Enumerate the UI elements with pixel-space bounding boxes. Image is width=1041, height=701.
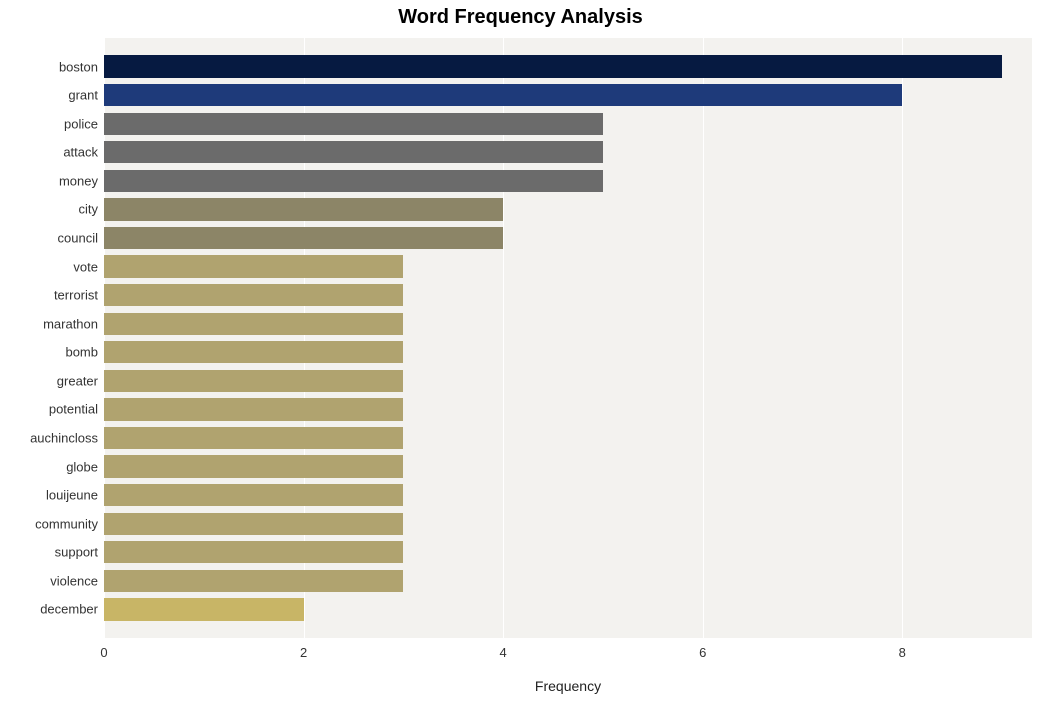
bar-row [104, 141, 1032, 163]
bar [104, 570, 403, 592]
bar-row [104, 255, 1032, 277]
bar [104, 370, 403, 392]
bar [104, 141, 603, 163]
x-axis-tick: 8 [899, 645, 906, 660]
y-axis-label: council [58, 231, 98, 246]
bar-row [104, 84, 1032, 106]
y-axis-label: police [64, 116, 98, 131]
bar-row [104, 598, 1032, 620]
bar [104, 541, 403, 563]
bar [104, 55, 1002, 77]
y-axis-label: support [55, 545, 98, 560]
y-axis-label: boston [59, 59, 98, 74]
bar [104, 427, 403, 449]
bar [104, 484, 403, 506]
bar-row [104, 484, 1032, 506]
x-axis-label: Frequency [104, 678, 1032, 694]
bar-row [104, 427, 1032, 449]
bar [104, 513, 403, 535]
bar [104, 255, 403, 277]
bar [104, 341, 403, 363]
y-axis-label: community [35, 516, 98, 531]
bar [104, 455, 403, 477]
bar [104, 84, 902, 106]
x-axis-tick: 6 [699, 645, 706, 660]
y-axis-label: greater [57, 373, 98, 388]
bar-row [104, 170, 1032, 192]
y-axis-label: terrorist [54, 288, 98, 303]
bar-row [104, 455, 1032, 477]
x-axis-tick: 0 [100, 645, 107, 660]
y-axis-label: city [79, 202, 99, 217]
bar-row [104, 284, 1032, 306]
bar-row [104, 198, 1032, 220]
y-axis-label: violence [50, 573, 98, 588]
bar-row [104, 570, 1032, 592]
bar [104, 598, 304, 620]
x-axis-ticks: 02468 [104, 645, 1032, 665]
x-axis-tick: 2 [300, 645, 307, 660]
bar-row [104, 398, 1032, 420]
y-axis-label: globe [66, 459, 98, 474]
y-axis-label: december [40, 602, 98, 617]
bar [104, 198, 503, 220]
bar-row [104, 341, 1032, 363]
bar [104, 113, 603, 135]
y-axis-label: vote [73, 259, 98, 274]
bar-row [104, 541, 1032, 563]
bar-row [104, 313, 1032, 335]
bar-row [104, 513, 1032, 535]
bar [104, 313, 403, 335]
y-axis-labels: boston grant police attack money city council v… [0, 38, 104, 638]
y-axis-label: auchincloss [30, 431, 98, 446]
y-axis-label: grant [68, 88, 98, 103]
bar [104, 170, 603, 192]
bars-layer [104, 38, 1032, 638]
bar [104, 398, 403, 420]
y-axis-label: louijeune [46, 488, 98, 503]
y-axis-label: marathon [43, 316, 98, 331]
bar [104, 227, 503, 249]
x-axis-tick: 4 [500, 645, 507, 660]
plot-area [104, 38, 1032, 638]
y-axis-label: potential [49, 402, 98, 417]
word-frequency-chart: Word Frequency Analysis boston grant polic… [0, 0, 1041, 701]
bar-row [104, 370, 1032, 392]
bar-row [104, 113, 1032, 135]
chart-title: Word Frequency Analysis [0, 6, 1041, 29]
y-axis-label: money [59, 173, 98, 188]
bar-row [104, 55, 1032, 77]
y-axis-label: attack [63, 145, 98, 160]
y-axis-label: bomb [65, 345, 98, 360]
bar-row [104, 227, 1032, 249]
bar [104, 284, 403, 306]
